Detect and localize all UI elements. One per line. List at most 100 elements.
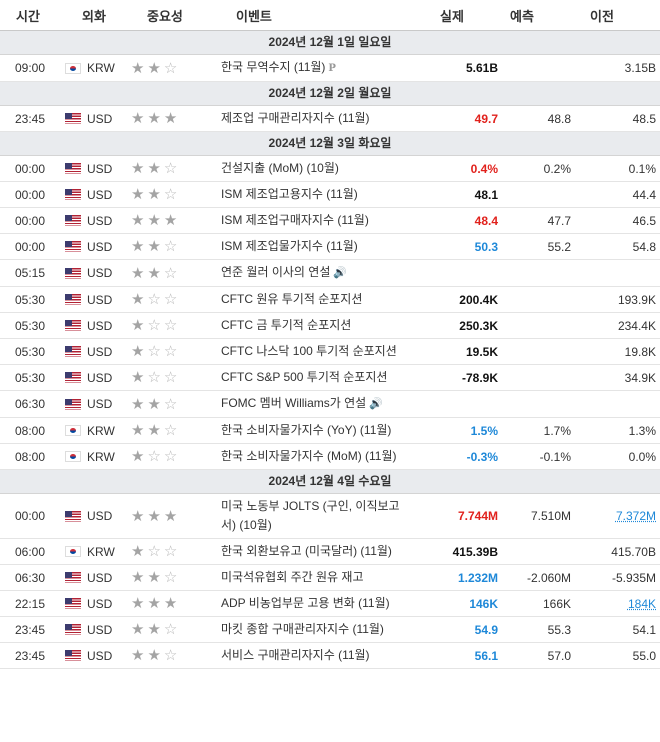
previous-value: 234.4K: [571, 319, 656, 333]
event-name-link[interactable]: CFTC S&P 500 투기적 순포지션: [221, 370, 388, 384]
event-name-link[interactable]: ISM 제조업구매자지수 (11월): [221, 213, 369, 227]
event-name-link[interactable]: 제조업 구매관리자지수 (11월): [221, 111, 370, 125]
star-icon: ★: [131, 343, 145, 360]
header-currency[interactable]: 외화: [82, 9, 106, 24]
currency-cell: USD: [64, 188, 130, 202]
actual-value: 50.3: [474, 239, 498, 254]
star-icon: ★: [131, 186, 145, 203]
forecast-value: 166K: [542, 596, 571, 611]
table-row[interactable]: 05:15 USD ★ ★ ☆ 연준 월러 이사의 연설 🔊: [0, 260, 660, 287]
importance-rating: ★ ★ ☆: [130, 187, 221, 202]
event-time: 06:30: [15, 397, 46, 411]
table-row[interactable]: 06:30 USD ★ ★ ☆ 미국석유협회 주간 원유 재고 1.232M -2.060M -…: [0, 565, 660, 591]
event-name-link[interactable]: 마킷 종합 구매관리자지수 (11월): [221, 622, 384, 636]
star-icon: ★: [147, 186, 161, 203]
currency-code: USD: [87, 370, 113, 385]
event-name-link[interactable]: ISM 제조업고용지수 (11월): [221, 187, 358, 201]
previous-value: 415.70B: [571, 545, 656, 559]
us-flag-icon: [65, 650, 81, 661]
table-row[interactable]: 06:30 USD ★ ★ ☆ FOMC 멤버 Williams가 연설 🔊: [0, 391, 660, 418]
kr-flag-icon: [65, 451, 81, 462]
header-event[interactable]: 이벤트: [236, 9, 272, 24]
event-name-cell: 연준 월러 이사의 연설 🔊: [221, 260, 406, 286]
previous-value: 19.8K: [571, 345, 656, 359]
us-flag-icon: [65, 241, 81, 252]
importance-rating: ★ ☆ ☆: [130, 449, 221, 464]
us-flag-icon: [65, 163, 81, 174]
event-name-link[interactable]: 연준 월러 이사의 연설: [221, 265, 331, 279]
event-name-link[interactable]: 미국 노동부 JOLTS (구인, 이직보고서) (10월): [221, 499, 400, 532]
event-name-link[interactable]: 한국 외환보유고 (미국달러) (11월): [221, 544, 392, 558]
forecast-value: -2.060M: [526, 570, 571, 585]
table-row[interactable]: 23:45 USD ★ ★ ★ 제조업 구매관리자지수 (11월) 49.7 48.8 48.5: [0, 106, 660, 132]
table-row[interactable]: 08:00 KRW ★ ★ ☆ 한국 소비자물가지수 (YoY) (11월) 1.5% 1.7…: [0, 418, 660, 444]
table-row[interactable]: 05:30 USD ★ ☆ ☆ CFTC S&P 500 투기적 순포지션 -78.9K 34…: [0, 365, 660, 391]
event-name-link[interactable]: ADP 비농업부문 고용 변화 (11월): [221, 596, 390, 610]
event-name-cell: CFTC 원유 투기적 순포지션: [221, 287, 406, 312]
event-name-link[interactable]: 미국석유협회 주간 원유 재고: [221, 570, 364, 584]
event-name-link[interactable]: FOMC 멤버 Williams가 연설: [221, 396, 367, 410]
event-name-link[interactable]: 한국 무역수지 (11월): [221, 60, 326, 74]
currency-code: USD: [87, 266, 113, 280]
header-importance[interactable]: 중요성: [147, 9, 183, 24]
table-row[interactable]: 00:00 USD ★ ★ ★ 미국 노동부 JOLTS (구인, 이직보고서) (10월…: [0, 494, 660, 539]
currency-cell: USD: [64, 266, 130, 280]
currency-cell: USD: [64, 623, 130, 637]
table-row[interactable]: 23:45 USD ★ ★ ☆ 마킷 종합 구매관리자지수 (11월) 54.9 55.3 54…: [0, 617, 660, 643]
table-row[interactable]: 09:00 KRW ★ ★ ☆ 한국 무역수지 (11월) P 5.61B 3.15B: [0, 55, 660, 82]
header-previous[interactable]: 이전: [590, 9, 614, 24]
header-actual[interactable]: 실제: [440, 9, 464, 24]
previous-text: 19.8K: [624, 344, 656, 359]
star-icon: ★: [147, 595, 161, 612]
header-forecast[interactable]: 예측: [510, 9, 534, 24]
us-flag-icon: [65, 320, 81, 331]
table-row[interactable]: 05:30 USD ★ ☆ ☆ CFTC 원유 투기적 순포지션 200.4K 193.9K: [0, 287, 660, 313]
event-name-link[interactable]: ISM 제조업물가지수 (11월): [221, 239, 358, 253]
event-time: 06:00: [15, 544, 46, 559]
currency-cell: USD: [64, 571, 130, 585]
previous-value: 0.1%: [571, 162, 656, 176]
event-name-link[interactable]: 건설지출 (MoM) (10월): [221, 161, 339, 175]
table-row[interactable]: 05:30 USD ★ ☆ ☆ CFTC 금 투기적 순포지션 250.3K 234.4K: [0, 313, 660, 339]
previous-revised-link[interactable]: 184K: [627, 596, 656, 611]
currency-code: USD: [87, 213, 113, 228]
table-row[interactable]: 22:15 USD ★ ★ ★ ADP 비농업부문 고용 변화 (11월) 146K 166K…: [0, 591, 660, 617]
currency-cell: USD: [64, 112, 130, 126]
event-name-link[interactable]: 한국 소비자물가지수 (YoY) (11월): [221, 423, 392, 437]
table-row[interactable]: 00:00 USD ★ ★ ☆ ISM 제조업물가지수 (11월) 50.3 55.2 54.8: [0, 234, 660, 260]
event-name-link[interactable]: 한국 소비자물가지수 (MoM) (11월): [221, 449, 397, 463]
table-row[interactable]: 05:30 USD ★ ☆ ☆ CFTC 나스닥 100 투기적 순포지션 19.5K 19.…: [0, 339, 660, 365]
star-icon: ★: [163, 507, 178, 525]
actual-value: 146K: [469, 596, 498, 611]
table-row[interactable]: 00:00 USD ★ ★ ★ ISM 제조업구매자지수 (11월) 48.4 47.7 46.…: [0, 208, 660, 234]
header-time[interactable]: 시간: [16, 9, 40, 24]
table-row[interactable]: 08:00 KRW ★ ☆ ☆ 한국 소비자물가지수 (MoM) (11월) -0.3% -0…: [0, 444, 660, 470]
table-row[interactable]: 00:00 USD ★ ★ ☆ ISM 제조업고용지수 (11월) 48.1 44.4: [0, 182, 660, 208]
currency-code: USD: [87, 344, 113, 359]
event-name-link[interactable]: CFTC 금 투기적 순포지션: [221, 318, 352, 332]
event-name-cell: ISM 제조업물가지수 (11월): [221, 234, 406, 259]
table-row[interactable]: 00:00 USD ★ ★ ☆ 건설지출 (MoM) (10월) 0.4% 0.2% 0.1%: [0, 156, 660, 182]
actual-value: 56.1: [474, 648, 498, 663]
speaker-icon: 🔊: [333, 267, 348, 279]
currency-cell: USD: [64, 162, 130, 176]
event-name-link[interactable]: CFTC 원유 투기적 순포지션: [221, 292, 363, 306]
economic-calendar-table: 시간 외화 중요성 이벤트 실제 예측 이전 2024년 12월 1일 일요일 0…: [0, 9, 660, 669]
star-icon: ★: [163, 595, 178, 612]
star-icon: ☆: [163, 186, 178, 203]
event-name-cell: CFTC 나스닥 100 투기적 순포지션: [221, 339, 406, 364]
currency-code: USD: [87, 187, 113, 202]
table-row[interactable]: 23:45 USD ★ ★ ☆ 서비스 구매관리자지수 (11월) 56.1 57.0 55.0: [0, 643, 660, 669]
previous-revised-link[interactable]: 7.372M: [615, 509, 656, 523]
table-row[interactable]: 06:00 KRW ★ ☆ ☆ 한국 외환보유고 (미국달러) (11월) 415.39B 4…: [0, 539, 660, 565]
importance-rating: ★ ★ ★: [130, 111, 221, 126]
previous-value: 54.1: [571, 623, 656, 637]
previous-text: 0.0%: [628, 449, 656, 464]
previous-value: 193.9K: [571, 293, 656, 307]
date-separator: 2024년 12월 1일 일요일: [0, 31, 660, 55]
currency-code: USD: [87, 570, 113, 585]
event-name-link[interactable]: 서비스 구매관리자지수 (11월): [221, 648, 370, 662]
event-name-link[interactable]: CFTC 나스닥 100 투기적 순포지션: [221, 344, 397, 358]
importance-rating: ★ ★ ☆: [130, 570, 221, 585]
star-icon: ☆: [147, 343, 161, 360]
